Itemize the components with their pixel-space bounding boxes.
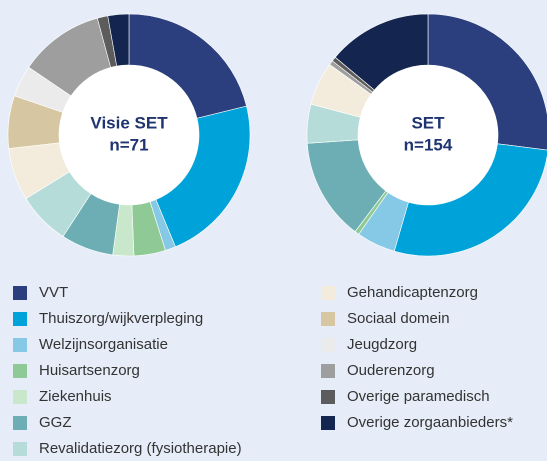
legend-label: Ouderenzorg (347, 362, 435, 379)
chart-title: SET (411, 113, 445, 132)
donut-hole (358, 65, 498, 205)
legend-swatch (13, 390, 27, 404)
legend-swatch (321, 390, 335, 404)
legend-label: Thuiszorg/wijkverpleging (39, 310, 203, 327)
legend-label: Ziekenhuis (39, 388, 112, 405)
legend-swatch (321, 416, 335, 430)
legend-label: Overige zorgaanbieders* (347, 414, 513, 431)
legend-swatch (321, 312, 335, 326)
donut-hole (59, 65, 199, 205)
legend-label: Welzijnsorganisatie (39, 336, 168, 353)
legend-swatch (13, 442, 27, 456)
chart-title: Visie SET (90, 113, 168, 132)
legend-swatch (13, 338, 27, 352)
legend-label: Revalidatiezorg (fysiotherapie) (39, 440, 242, 457)
legend-label: Overige paramedisch (347, 388, 490, 405)
legend-label: GGZ (39, 414, 72, 431)
chart-subtitle: n=154 (404, 135, 453, 154)
legend-swatch (321, 286, 335, 300)
legend-swatch (321, 364, 335, 378)
chart-subtitle: n=71 (109, 135, 148, 154)
legend-label: Sociaal domein (347, 310, 450, 327)
legend-label: VVT (39, 284, 68, 301)
legend-swatch (13, 416, 27, 430)
legend-swatch (13, 364, 27, 378)
legend-label: Jeugdzorg (347, 336, 417, 353)
legend-swatch (13, 312, 27, 326)
legend-swatch (321, 338, 335, 352)
legend-label: Huisartsenzorg (39, 362, 140, 379)
legend-swatch (13, 286, 27, 300)
legend-label: Gehandicaptenzorg (347, 284, 478, 301)
